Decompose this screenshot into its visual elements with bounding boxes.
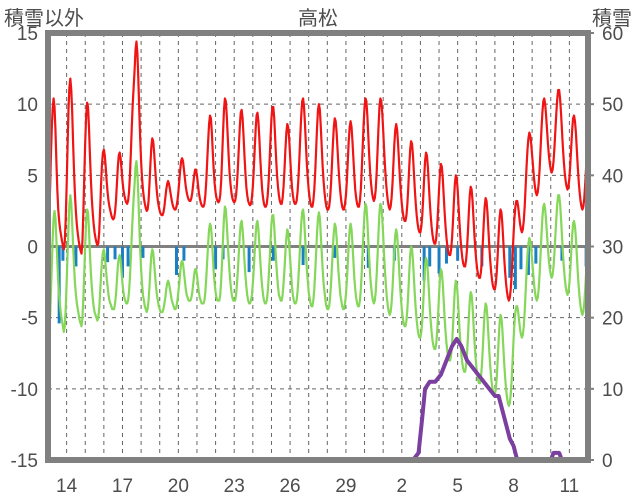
y2-tick-label: 20	[602, 309, 623, 330]
x-tick-label: 29	[335, 476, 356, 497]
y-tick-label: 15	[17, 24, 38, 45]
x-tick-label: 26	[279, 476, 300, 497]
plot-frame	[45, 30, 594, 463]
x-tick-label: 14	[56, 476, 78, 497]
page-title: 高松	[298, 8, 338, 30]
y-tick-label: 10	[17, 95, 38, 116]
right-axis-title: 積雪	[592, 8, 632, 30]
y2-tick-label: 30	[602, 238, 623, 259]
left-axis-title: 積雪以外	[4, 8, 84, 30]
x-tick-label: 17	[112, 476, 133, 497]
x-tick-label: 20	[168, 476, 189, 497]
x-tick-label: 23	[224, 476, 245, 497]
temperature-min-line	[46, 160, 590, 408]
y-tick-label: -15	[11, 451, 38, 472]
y-tick-label: 5	[27, 166, 38, 187]
y2-tick-label: 50	[602, 95, 623, 116]
y2-tick-label: 40	[602, 166, 623, 187]
x-tick-label: 11	[560, 476, 580, 497]
y-tick-label: 0	[27, 238, 38, 259]
y2-tick-label: 60	[602, 24, 623, 45]
x-tick-label: 5	[452, 476, 463, 497]
x-tick-label: 2	[397, 476, 408, 497]
x-tick-label: 8	[508, 476, 519, 497]
y2-tick-label: 10	[602, 380, 623, 401]
y-tick-label: -10	[11, 380, 38, 401]
y-tick-label: -5	[21, 309, 38, 330]
temperature-max-line	[46, 40, 590, 302]
y2-tick-label: 0	[602, 451, 613, 472]
